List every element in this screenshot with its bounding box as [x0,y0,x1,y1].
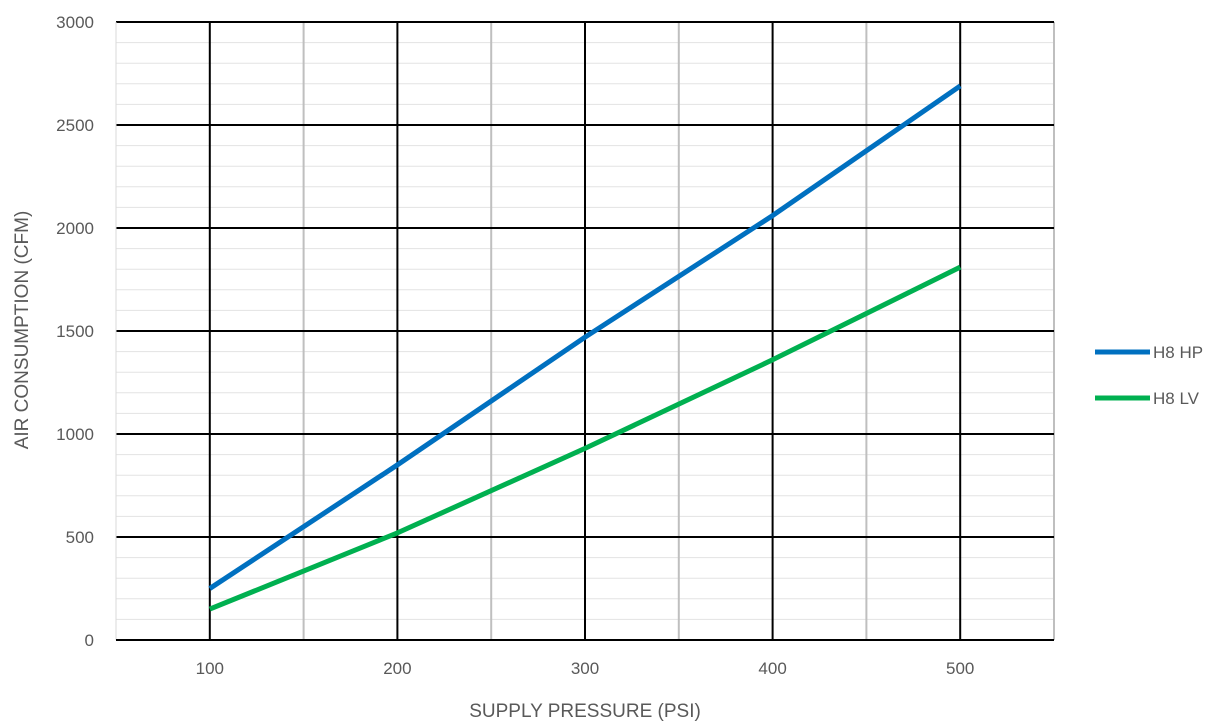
tick-labels: 0 500 1000 1500 2000 2500 3000 100 200 300 400 500 [56,13,974,678]
legend-label-h8-lv: H8 LV [1153,389,1200,408]
x-tick-label: 100 [196,659,224,678]
series-line-h8-hp [208,83,962,591]
x-tick-label: 200 [383,659,411,678]
y-axis-title: AIR CONSUMPTION (CFM) [12,211,33,450]
x-tick-label: 500 [946,659,974,678]
x-tick-label: 400 [758,659,786,678]
y-tick-label: 500 [66,528,94,547]
y-tick-label: 0 [85,631,94,650]
axes [115,22,1054,641]
y-tick-label: 2000 [56,219,94,238]
y-tick-label: 1500 [56,322,94,341]
legend: H8 HP H8 LV [1095,343,1203,408]
series-lines [208,83,962,612]
legend-label-h8-hp: H8 HP [1153,343,1203,362]
y-tick-label: 1000 [56,425,94,444]
x-axis-title: SUPPLY PRESSURE (PSI) [469,701,701,722]
x-tick-label: 300 [571,659,599,678]
series-line-h8-lv [208,264,962,612]
grid [116,21,1055,640]
y-tick-label: 2500 [56,116,94,135]
y-tick-label: 3000 [56,13,94,32]
